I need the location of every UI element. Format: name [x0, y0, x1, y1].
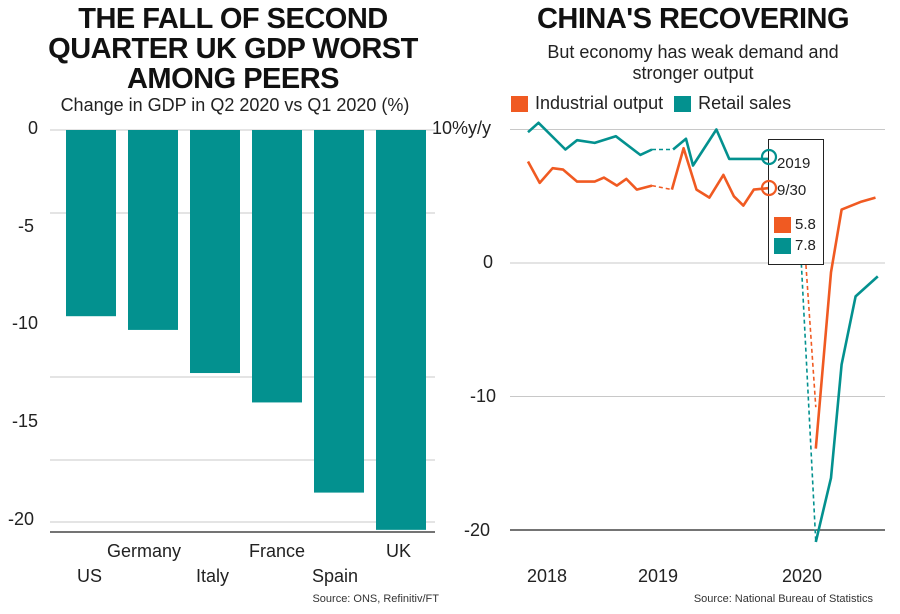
industrial-value: 5.8: [795, 216, 816, 233]
y-tick-label: -5: [18, 216, 35, 236]
annotation-date: 2019: [777, 155, 811, 172]
x-tick-label: 2019: [638, 566, 679, 586]
y-tick-label: 0: [28, 118, 39, 138]
right-source-note: Source: National Bureau of Statistics: [693, 593, 873, 605]
legend-label: Retail sales: [698, 93, 792, 113]
left-title-line: AMONG PEERS: [126, 63, 340, 95]
industrial-output-line: [814, 196, 876, 449]
bar-germany: [128, 130, 178, 330]
y-tick-label: 0: [483, 252, 494, 272]
left-source-note: Source: ONS, Refinitiv/FT: [312, 593, 439, 605]
right-chart-title: CHINA'S RECOVERING: [536, 3, 850, 35]
y-tick-label: -20: [8, 509, 35, 529]
subtitle-line: stronger output: [632, 63, 754, 83]
y-tick-label: -10: [12, 313, 39, 333]
x-tick-label: France: [249, 541, 306, 561]
retail-sales-line: [814, 275, 879, 543]
bar-france: [252, 130, 302, 403]
x-tick-label: UK: [386, 541, 412, 561]
x-tick-label: Germany: [107, 541, 182, 561]
bar-uk: [376, 130, 426, 530]
x-tick-label: Italy: [196, 566, 230, 586]
annotation-date: 9/30: [777, 182, 807, 199]
y-tick-label: -15: [12, 411, 39, 431]
legend-swatch-retail: [674, 95, 692, 112]
retail-swatch: [774, 238, 791, 254]
left-title-line: THE FALL OF SECOND: [78, 3, 388, 35]
subtitle-line: But economy has weak demand and: [547, 42, 839, 62]
x-tick-label: Spain: [312, 566, 359, 586]
bar-spain: [314, 130, 364, 493]
bar-italy: [190, 130, 240, 374]
y-tick-label: -10: [470, 386, 497, 406]
left-title-line: QUARTER UK GDP WORST: [48, 33, 418, 65]
legend-swatch-industrial: [511, 95, 528, 112]
retail-sales-line: [527, 121, 653, 157]
y-tick-label: -20: [464, 520, 491, 540]
y-axis-label: 10%y/y: [432, 118, 492, 138]
right-chart-subtitle: But economy has weak demand and stronger…: [470, 42, 900, 84]
industrial-output-line: [670, 146, 801, 207]
bar-us: [66, 130, 116, 317]
retail-value: 7.8: [795, 237, 816, 254]
industrial-swatch: [774, 217, 791, 233]
x-tick-label: US: [77, 566, 103, 586]
industrial-output-dashed-segment: [651, 184, 673, 191]
annotation-box: 2019 9/30 5.8 7.8: [768, 139, 824, 265]
left-chart-subtitle: Change in GDP in Q2 2020 vs Q1 2020 (%): [60, 95, 410, 115]
legend-label: Industrial output: [535, 93, 664, 113]
x-tick-label: 2018: [527, 566, 568, 586]
left-chart-title: THE FALL OF SECOND QUARTER UK GDP WORST …: [10, 4, 456, 94]
industrial-output-line: [526, 160, 653, 191]
legend: Industrial output Retail sales: [511, 93, 791, 114]
x-tick-label: 2020: [782, 566, 823, 586]
